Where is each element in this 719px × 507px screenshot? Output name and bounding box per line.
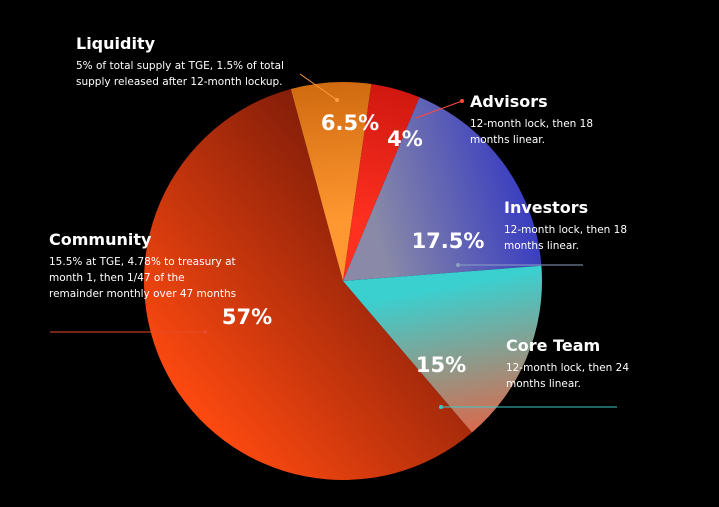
- percent-labels: 57% 6.5% 4% 17.5% 15%: [222, 111, 485, 377]
- callout-description-core-team: 12-month lock, then 24 months linear.: [506, 362, 629, 390]
- percent-label-investors: 17.5%: [412, 229, 485, 253]
- leader-line-liquidity: [299, 73, 338, 101]
- callout-description-liquidity: 5% of total supply at TGE, 1.5% of total…: [76, 60, 284, 88]
- slice-liquidity: [290, 81, 372, 281]
- slice-core-team: [343, 265, 542, 433]
- pie-slices: [144, 81, 542, 480]
- leader-dot-liquidity: [335, 98, 339, 102]
- leader-dot-investors: [456, 263, 460, 267]
- callout-title-core-team: Core Team: [506, 336, 600, 355]
- slice-community: [144, 88, 472, 480]
- leader-dot-core-team: [439, 405, 443, 409]
- percent-label-community: 57%: [222, 305, 272, 329]
- callout-description-investors: 12-month lock, then 18 months linear.: [504, 224, 627, 252]
- leader-dot-community: [203, 330, 207, 334]
- leader-lines: [50, 73, 617, 409]
- callout-title-community: Community: [49, 230, 152, 249]
- percent-label-advisors: 4%: [387, 127, 423, 151]
- callout-title-advisors: Advisors: [470, 92, 548, 111]
- leader-dot-advisors: [460, 99, 464, 103]
- callout-labels: Community 15.5% at TGE, 4.78% to treasury…: [49, 34, 629, 390]
- percent-label-liquidity: 6.5%: [321, 111, 379, 135]
- slice-advisors: [343, 84, 420, 281]
- slice-investors: [343, 97, 542, 282]
- percent-label-core-team: 15%: [416, 353, 466, 377]
- callout-description-community: 15.5% at TGE, 4.78% to treasury at month …: [49, 256, 236, 300]
- leader-line-advisors: [415, 100, 463, 119]
- callout-title-investors: Investors: [504, 198, 588, 217]
- callout-title-liquidity: Liquidity: [76, 34, 156, 53]
- callout-description-advisors: 12-month lock, then 18 months linear.: [470, 118, 593, 146]
